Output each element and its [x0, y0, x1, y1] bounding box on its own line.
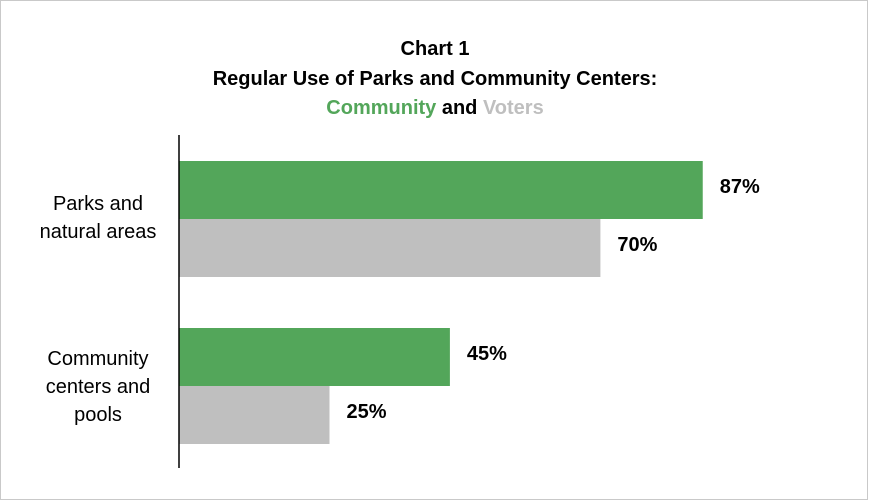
legend-community: Community — [326, 97, 437, 119]
chart-title-line-2: Regular Use of Parks and Community Cente… — [213, 68, 658, 90]
bar-community — [179, 328, 450, 386]
plot-area: Parks and natural areas Community centers a… — [40, 161, 760, 444]
chart-title-line-1: Chart 1 — [401, 38, 470, 60]
data-label: 70% — [617, 234, 657, 256]
chart-title-line-3: Community and Voters — [326, 97, 543, 119]
data-label: 87% — [720, 176, 760, 198]
bar-voters — [179, 386, 330, 444]
data-label: 25% — [347, 401, 387, 423]
data-label: 45% — [467, 343, 507, 365]
title-connector: and — [436, 97, 483, 119]
category-label-line: Community — [47, 348, 148, 370]
legend-voters: Voters — [483, 97, 544, 119]
category-label-line: centers and — [46, 376, 151, 398]
category-label-line: Parks and — [53, 193, 143, 215]
category-label: Parks and natural areas — [40, 193, 157, 243]
bar-voters — [179, 219, 601, 277]
category-label-line: natural areas — [40, 221, 157, 243]
category-label: Community centers and pools — [46, 348, 151, 426]
category-label-line: pools — [74, 404, 122, 426]
bar-community — [179, 161, 703, 219]
